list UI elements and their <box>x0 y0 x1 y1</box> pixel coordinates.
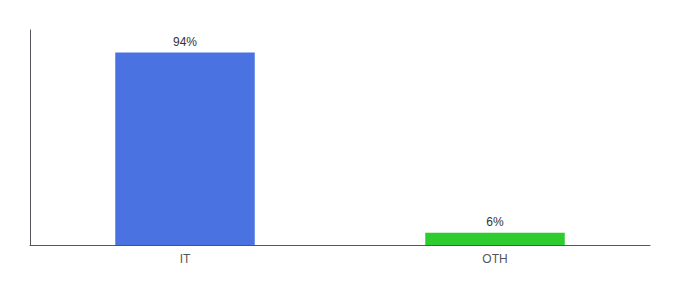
svg-text:OTH: OTH <box>482 252 507 266</box>
svg-text:IT: IT <box>180 252 191 266</box>
svg-text:6%: 6% <box>486 215 504 229</box>
svg-text:94%: 94% <box>173 35 197 49</box>
